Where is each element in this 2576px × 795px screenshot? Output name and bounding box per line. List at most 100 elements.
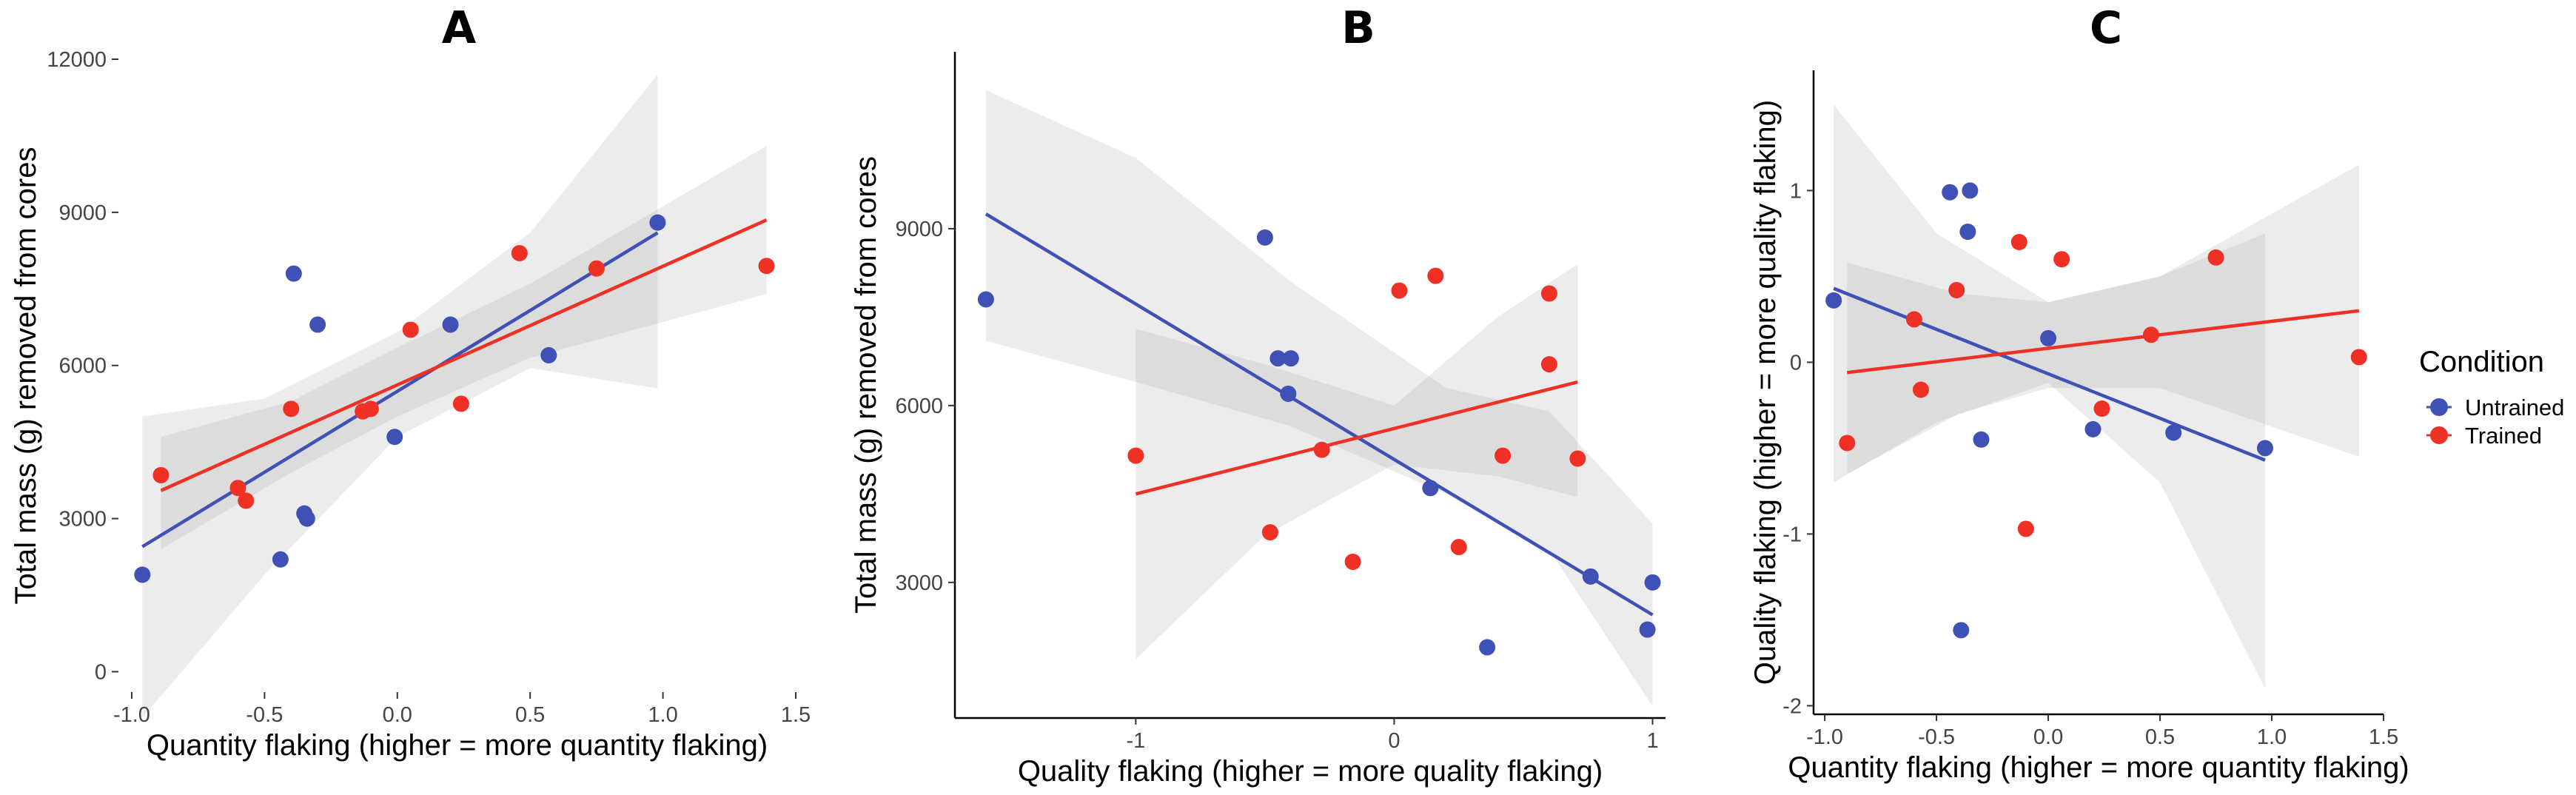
- y-tick-label: 6000: [895, 395, 943, 418]
- y-tick-label: 12000: [47, 48, 107, 72]
- legend-title: Condition: [2419, 346, 2544, 378]
- panel-letter: A: [442, 2, 477, 54]
- y-tick-label: 0: [1790, 351, 1802, 375]
- data-point-trained: [2010, 234, 2027, 250]
- data-point-trained: [2017, 520, 2034, 537]
- confidence-band-untrained: [142, 74, 658, 718]
- confidence-band-trained: [1847, 164, 2359, 474]
- data-point-trained: [2093, 400, 2110, 417]
- fit-line-trained: [1847, 309, 2360, 375]
- data-point-trained: [1569, 450, 1586, 467]
- legend-label-trained: Trained: [2465, 423, 2542, 449]
- data-point-untrained: [1973, 431, 1990, 448]
- data-point-untrained: [285, 265, 302, 282]
- y-tick-label: 3000: [58, 508, 107, 531]
- data-point-untrained: [977, 291, 994, 308]
- data-point-trained: [229, 480, 246, 497]
- fit-line-trained: [160, 218, 768, 492]
- y-axis-title: Quality flaking (higher = more quality f…: [1749, 100, 1782, 685]
- data-point-untrained: [272, 551, 289, 568]
- data-point-trained: [2142, 326, 2159, 343]
- data-point-trained: [1912, 381, 1929, 398]
- panel-b: B 3000 6000 9000 -1 0 1 Quality flaking (higher…: [850, 2, 1666, 788]
- data-point-trained: [283, 400, 300, 417]
- confidence-band-trained: [1136, 264, 1578, 660]
- x-tick-label: -1.0: [1806, 725, 1843, 749]
- x-tick-label: -1.0: [113, 703, 150, 727]
- data-point-untrained: [1256, 229, 1273, 246]
- data-point-trained: [238, 492, 255, 509]
- x-tick-label: 1.0: [2257, 725, 2287, 749]
- data-point-trained: [362, 400, 379, 417]
- y-tick-label: 9000: [895, 218, 943, 241]
- legend: Condition Untrained Trained: [2419, 346, 2564, 449]
- data-point-untrained: [134, 566, 151, 583]
- x-axis-title: Quality flaking (higher = more quality f…: [1018, 755, 1603, 788]
- data-point-trained: [2350, 349, 2367, 366]
- data-point-untrained: [2256, 440, 2273, 457]
- data-point-untrained: [1282, 350, 1299, 367]
- data-point-trained: [511, 245, 528, 262]
- data-point-trained: [588, 260, 605, 277]
- data-point-untrained: [2040, 329, 2057, 346]
- x-tick-label: 0: [1388, 729, 1400, 753]
- data-point-trained: [1391, 282, 1408, 299]
- data-point-untrained: [649, 214, 666, 231]
- x-axis-title: Quantity flaking (higher = more quantity…: [147, 729, 768, 762]
- data-point-untrained: [442, 316, 459, 333]
- y-tick-label: -2: [1782, 694, 1802, 718]
- data-point-trained: [2053, 251, 2070, 268]
- data-point-untrained: [1479, 639, 1496, 656]
- x-tick-label: 0.0: [2033, 725, 2063, 749]
- y-tick-label: 9000: [58, 201, 107, 225]
- data-point-trained: [758, 258, 775, 275]
- data-point-untrained: [1825, 292, 1842, 309]
- x-tick-label: 1.5: [2369, 725, 2398, 749]
- data-point-untrained: [1953, 622, 1970, 639]
- data-point-untrained: [1269, 350, 1287, 367]
- data-point-untrained: [2165, 424, 2182, 441]
- fit-line-untrained: [1833, 286, 2266, 462]
- x-tick-label: 0.5: [2145, 725, 2175, 749]
- data-point-untrained: [1639, 621, 1656, 638]
- y-tick-label: 3000: [895, 571, 943, 595]
- data-point-trained: [1450, 539, 1467, 556]
- data-point-trained: [2207, 249, 2224, 266]
- data-point-trained: [1313, 441, 1330, 458]
- panel-a: A 0 3000 6000 9000 12000 -1.0 -0.5 0.0 0.5 1.0 1.5 Q…: [10, 2, 811, 762]
- data-point-untrained: [540, 346, 557, 363]
- fit-line-untrained: [141, 231, 659, 549]
- confidence-band-untrained: [985, 90, 1653, 707]
- data-point-untrained: [1280, 385, 1297, 402]
- x-tick-label: -0.5: [1918, 725, 1955, 749]
- data-point-untrained: [298, 510, 315, 527]
- x-tick-label: 1.5: [781, 703, 811, 727]
- x-tick-label: 0.5: [515, 703, 545, 727]
- data-point-untrained: [1582, 568, 1599, 585]
- y-axis-title: Total mass (g) removed from cores: [10, 147, 42, 605]
- data-point-trained: [452, 395, 469, 412]
- fit-line-untrained: [985, 212, 1654, 617]
- data-point-untrained: [1959, 224, 1976, 241]
- x-tick-label: 0.0: [383, 703, 412, 727]
- data-point-trained: [1540, 285, 1557, 302]
- data-point-trained: [1261, 524, 1278, 541]
- x-tick-label: 1: [1646, 729, 1658, 753]
- panel-letter: C: [2090, 2, 2122, 54]
- data-point-untrained: [1422, 480, 1439, 497]
- data-point-untrained: [1962, 182, 1979, 199]
- data-point-untrained: [1942, 184, 1959, 201]
- data-point-untrained: [386, 429, 403, 446]
- y-tick-label: -1: [1782, 523, 1802, 546]
- y-tick-label: 0: [95, 660, 107, 684]
- data-point-trained: [1839, 435, 1856, 452]
- data-point-trained: [1905, 311, 1922, 328]
- data-point-trained: [1540, 356, 1557, 373]
- x-tick-label: -0.5: [246, 703, 283, 727]
- data-point-untrained: [1644, 574, 1661, 591]
- y-tick-label: 1: [1790, 179, 1802, 203]
- panel-letter: B: [1341, 2, 1375, 54]
- x-tick-label: 1.0: [648, 703, 677, 727]
